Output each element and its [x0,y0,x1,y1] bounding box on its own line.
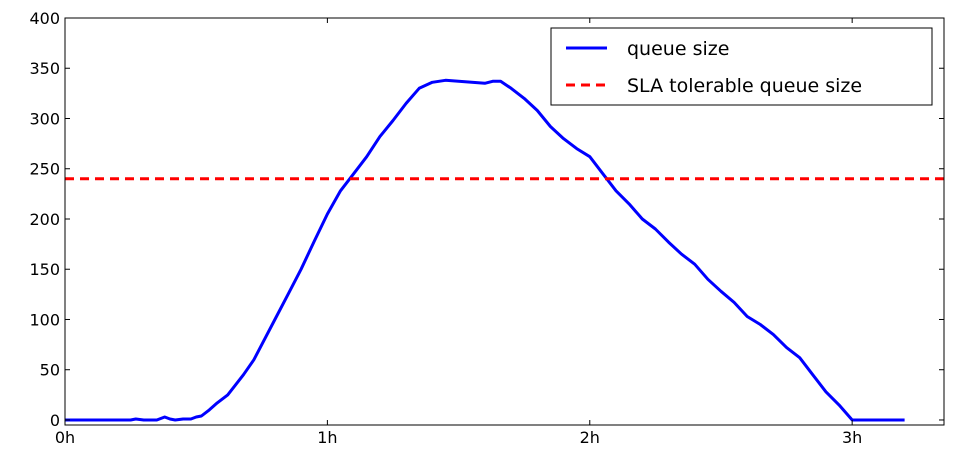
x-tick-label: 2h [580,428,600,447]
legend-box [550,27,933,106]
plot-frame [64,17,945,426]
y-tick-label: 300 [29,109,60,128]
y-tick-label: 50 [40,361,60,380]
legend: queue size SLA tolerable queue size [550,27,933,106]
y-tick-label: 100 [29,310,60,329]
x-tick-label: 3h [842,428,862,447]
ticks-layer: 0h 1h 2h 3h 0 50 100 150 200 250 300 350 400 [29,9,944,447]
plot-layer [65,78,944,422]
series-line-queue-size [65,78,905,422]
y-tick-label: 150 [29,260,60,279]
y-tick-label: 0 [50,411,60,430]
legend-label: SLA tolerable queue size [627,75,862,97]
y-tick-label: 350 [29,59,60,78]
x-tick-label: 0h [55,428,75,447]
y-tick-label: 200 [29,210,60,229]
x-tick-label: 1h [317,428,337,447]
legend-label: queue size [627,38,729,60]
y-tick-label: 400 [29,9,60,28]
y-tick-label: 250 [29,160,60,179]
